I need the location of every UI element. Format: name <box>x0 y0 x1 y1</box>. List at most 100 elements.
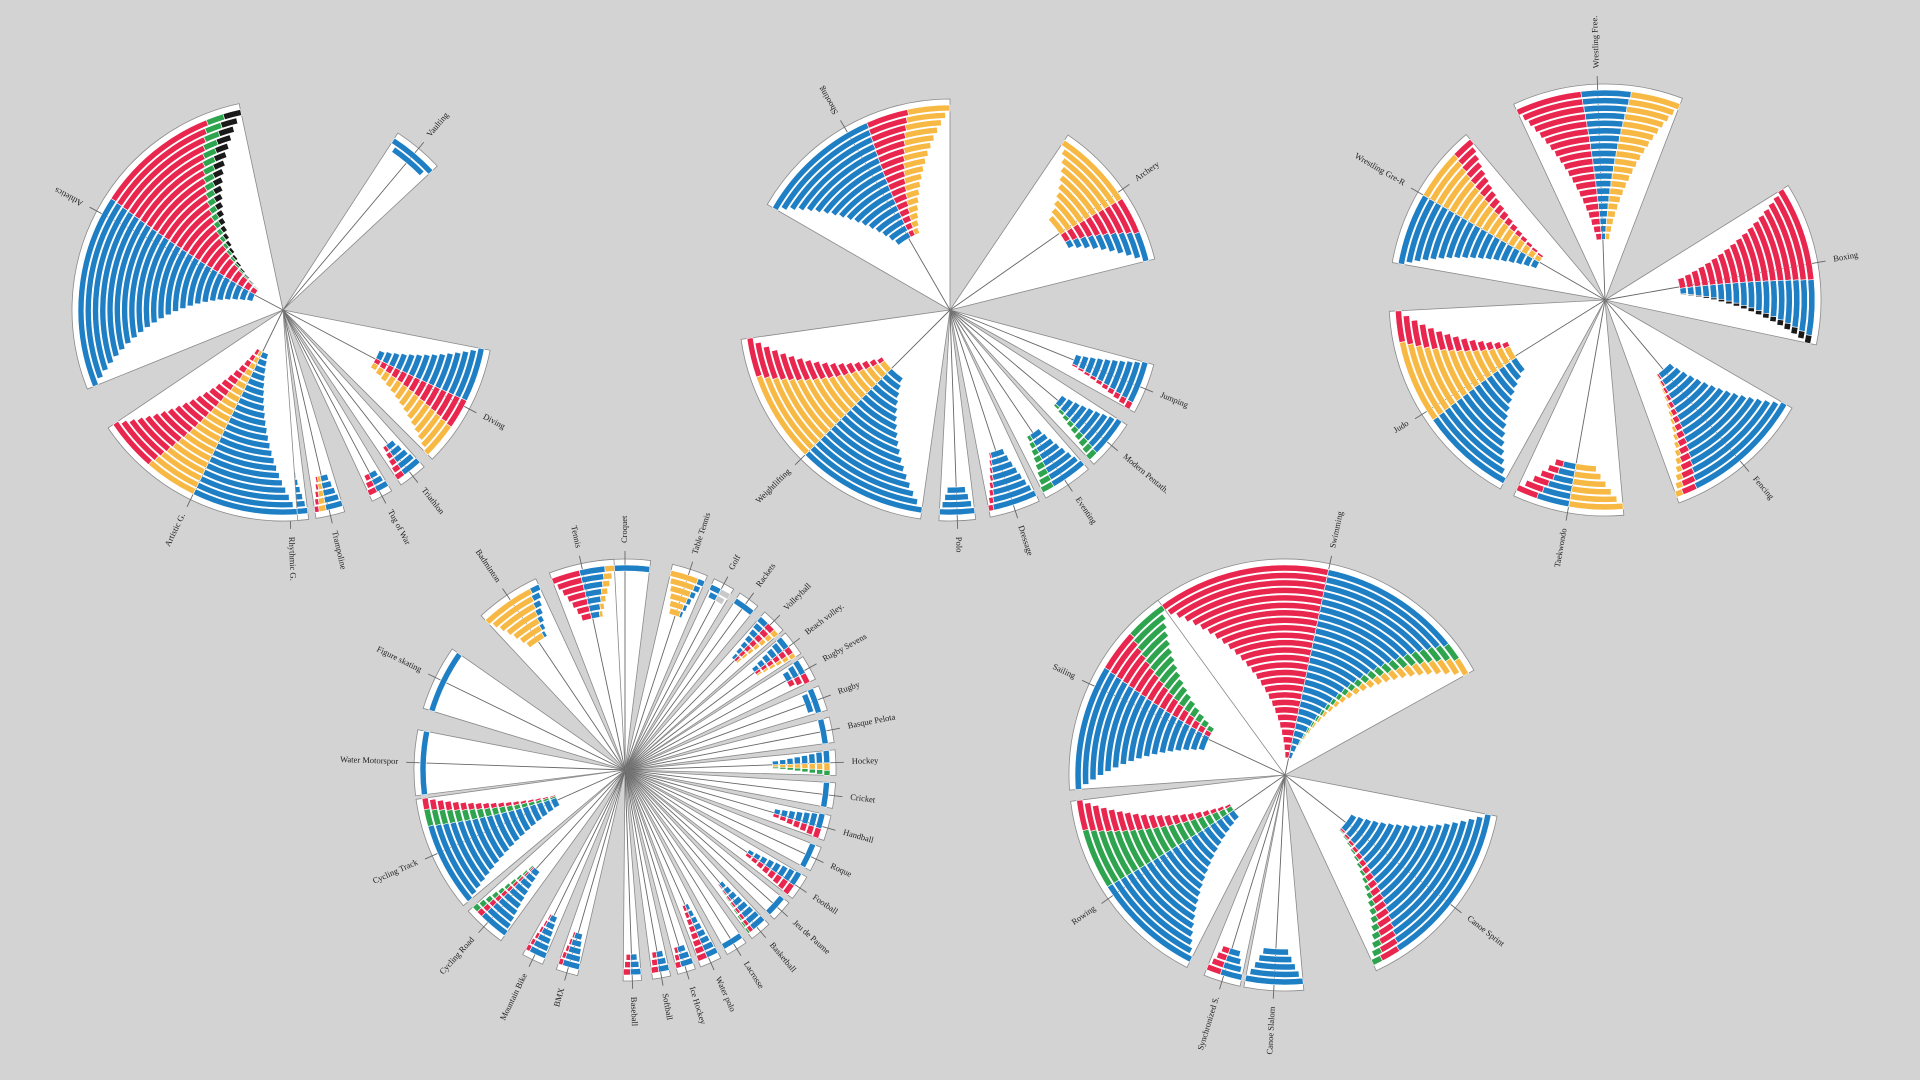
bar-athletics-18-black <box>231 253 239 261</box>
bar-football-1-red <box>777 877 789 890</box>
bar-hockey-2-yellow <box>808 763 816 770</box>
bar-judo-10-red <box>1476 340 1487 352</box>
bar-rowing-4-red <box>1108 808 1121 833</box>
bar-beach-volley-3-yellow <box>768 663 776 670</box>
sector-panel <box>422 648 626 771</box>
sector-label-boxing: Boxing <box>1832 249 1859 263</box>
bar-modern-pentath-4-green <box>1070 425 1080 435</box>
bar-fencing-4-yellow <box>1674 456 1683 465</box>
bar-shooting-2-yellow <box>904 119 942 132</box>
bar-tug-of-war-1-red <box>365 479 375 489</box>
bar-wrestling-free-16-blue <box>1598 210 1608 218</box>
sector-label-football: Football <box>811 892 841 916</box>
bar-artistic-g-18-red <box>238 364 248 374</box>
bar-weightlifting-16-red <box>876 356 885 365</box>
sector-panel <box>282 309 393 502</box>
sector-label-baseball: Baseball <box>629 997 640 1027</box>
sector-label-tennis: Tennis <box>569 525 583 549</box>
bar-sailing-1-green <box>1133 613 1167 645</box>
sector-label-vaulting: Vaulting <box>424 110 451 139</box>
bar-golf-0-grey <box>718 588 731 600</box>
bar-football-7-red <box>744 852 753 860</box>
bar-judo-12-red <box>1493 341 1503 351</box>
sector-label-shooting: Shooting <box>816 84 840 116</box>
sector-boxing: Boxing <box>1603 184 1860 346</box>
bar-trampoline-0-yellow <box>317 504 327 513</box>
bar-hockey-1-yellow <box>816 762 823 771</box>
bar-diving-5-yellow <box>406 398 425 420</box>
sector-label-sailing: Sailing <box>1051 661 1078 681</box>
bar-synchronized-s-2-red <box>1216 951 1228 962</box>
bar-canoe-sprint-4-green <box>1370 922 1381 933</box>
sector-spoke <box>624 663 817 771</box>
bar-water-polo-3-red <box>690 931 700 941</box>
bar-table-tennis-2-blue <box>688 591 697 600</box>
sector-taekwondo: Taekwondo <box>1513 298 1625 568</box>
bar-weightlifting-3-red <box>771 349 787 381</box>
bar-basketball-6-green <box>721 890 727 897</box>
bar-mountain-bike-2-red <box>534 931 541 940</box>
bar-canoe-sprint-17-green <box>1338 828 1345 835</box>
bar-wrestling-free-8-yellow <box>1615 150 1642 162</box>
bar-artistic-g-2-red <box>128 418 165 457</box>
sector-archery: Archery <box>949 134 1162 311</box>
bar-athletics-0-black <box>222 109 242 121</box>
bar-diving-2-yellow <box>417 412 442 441</box>
bar-athletics-20-black <box>239 267 246 274</box>
sector-label-handball: Handball <box>842 827 875 845</box>
bar-shooting-4-yellow <box>903 134 935 147</box>
bar-baseball-1-red <box>624 961 631 968</box>
bar-wrestling-gre-r-15-red <box>1525 240 1534 249</box>
sector-softball: Softball <box>624 769 675 1021</box>
bar-rowing-16-red <box>1202 809 1211 818</box>
sector-swimming: Swimming <box>1154 510 1475 776</box>
bar-water-polo-2-red <box>692 938 703 948</box>
bar-water-polo-0-red <box>695 951 708 962</box>
sector-label-trampoline: Trampoline <box>330 530 349 571</box>
bar-beach-volley-1-yellow <box>781 655 790 664</box>
bar-beach-volley-5-yellow <box>755 670 763 677</box>
bar-badminton-5-blue <box>538 622 547 631</box>
sector-label-roque: Roque <box>829 860 854 879</box>
bar-boxing-11-blue <box>1724 282 1733 302</box>
bar-archery-8-blue <box>1072 237 1083 249</box>
radial-chart-shooting-equestrian: Shooting Archery Jumping Modern Pentath. Eve… <box>740 84 1191 557</box>
bar-diving-10-yellow <box>384 375 397 389</box>
bar-jumping-2-red <box>1112 391 1122 400</box>
bar-artistic-g-7-red <box>167 407 194 434</box>
sector-panel <box>282 132 438 311</box>
bar-basketball-3-green <box>732 908 739 916</box>
bar-cycling-track-0-red <box>421 797 431 811</box>
bar-fencing-7-yellow <box>1672 433 1680 441</box>
radial-chart-water-sports: Swimming Canoe Sprint Canoe Slalom Synchron… <box>1051 510 1507 1055</box>
bar-bmx-4-red <box>571 931 577 939</box>
bar-dressage-6-red <box>988 459 993 467</box>
bar-water-polo-5-red <box>686 918 694 927</box>
bar-sailing-0-green <box>1129 604 1166 638</box>
sector-athletics: Athletics <box>53 103 284 390</box>
bar-handball-1-red <box>805 824 815 836</box>
bar-wrestling-free-3-blue <box>1584 112 1626 121</box>
bar-athletics-16-black <box>224 239 233 248</box>
bar-cycling-track-6-red <box>467 802 476 811</box>
bar-swimming-23-red <box>1282 736 1294 744</box>
bar-modern-pentath-5-green <box>1066 419 1075 429</box>
bar-swimming-4-yellow <box>1419 660 1434 676</box>
bar-water-motorspor-0-blue <box>419 730 431 796</box>
bar-artistic-g-6-red <box>159 410 189 438</box>
bar-artistic-g-3-red <box>136 416 171 452</box>
bar-modern-pentath-7-green <box>1057 408 1066 416</box>
bar-boxing-14-black <box>1702 296 1710 299</box>
sector-cycling-track: Cycling Track <box>371 769 627 907</box>
bar-tug-of-war-2-red <box>363 473 372 482</box>
sector-label-tug-of-war: Tug of War <box>386 508 413 547</box>
bar-cycling-track-4-red <box>452 801 461 811</box>
bar-canoe-slalom-0-blue <box>1244 974 1304 986</box>
bar-artistic-g-14-red <box>214 382 230 397</box>
bar-hockey-4-blue <box>793 756 801 765</box>
bar-wrestling-free-0-yellow <box>1630 91 1681 111</box>
bar-canoe-sprint-0-green <box>1370 955 1384 966</box>
bar-diving-1-yellow <box>420 418 447 449</box>
sector-sailing: Sailing <box>1051 599 1286 791</box>
bar-rugby-sevens-0-red <box>799 672 811 685</box>
